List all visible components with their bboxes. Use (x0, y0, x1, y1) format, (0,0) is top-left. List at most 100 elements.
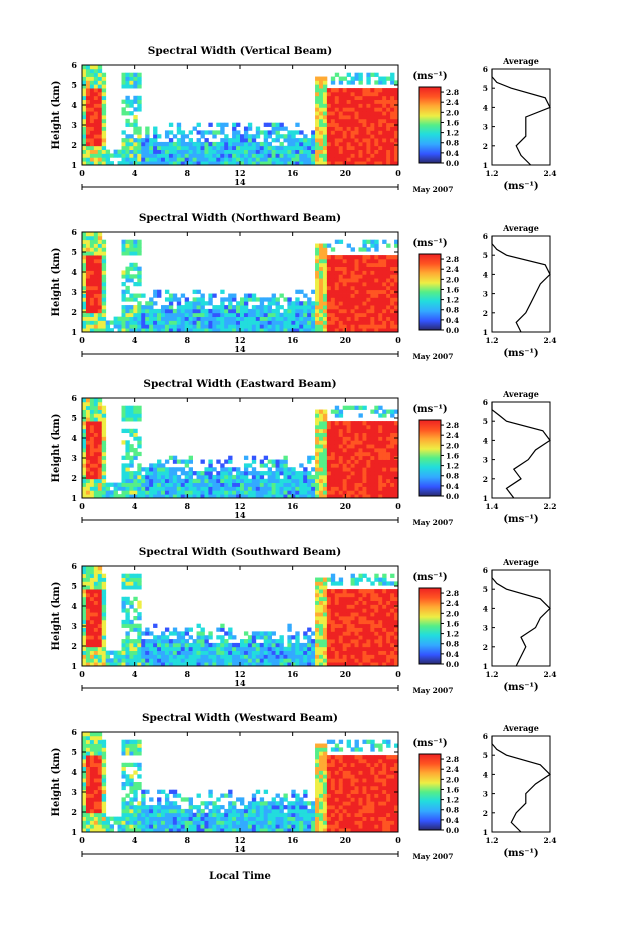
y-tick-label: 5 (71, 247, 77, 257)
avg-x-tick-label: 2.4 (543, 169, 556, 178)
heatmap-cell (362, 115, 367, 120)
heatmap-cell (157, 646, 162, 652)
heatmap-cell (192, 642, 197, 648)
heatmap-cell (89, 486, 95, 491)
heatmap-cell (89, 478, 95, 484)
heatmap-cell (85, 612, 91, 617)
heatmap-cell (93, 440, 99, 445)
heatmap-cell (378, 278, 383, 283)
heatmap-cell (137, 751, 142, 756)
colorbar-unit: (ms⁻¹) (412, 71, 447, 82)
heatmap-cell (394, 448, 399, 453)
heatmap-cell (85, 305, 91, 310)
heatmap-cell (319, 432, 324, 437)
heatmap-cell (133, 662, 138, 667)
heatmap-cell (153, 293, 158, 298)
heatmap-cell (145, 627, 150, 632)
heatmap-cell (97, 573, 103, 578)
heatmap-cell (149, 812, 154, 818)
heatmap-cell (259, 650, 265, 655)
heatmap-cell (228, 471, 233, 476)
avg-x-label: (ms⁻¹) (503, 514, 538, 525)
heatmap-cell (350, 157, 355, 162)
heatmap-cell (228, 305, 233, 310)
heatmap-cell (228, 293, 233, 298)
heatmap-cell (228, 658, 233, 663)
heatmap-cell (168, 130, 174, 135)
heatmap-cell (326, 161, 332, 166)
heatmap-cell (82, 642, 87, 648)
heatmap-cell (93, 297, 99, 302)
heatmap-cell (370, 285, 375, 291)
heatmap-cell (228, 486, 233, 491)
heatmap-cell (394, 243, 399, 248)
heatmap-cell (394, 482, 399, 487)
heatmap-cell (97, 631, 103, 636)
heatmap-cell (283, 459, 288, 464)
heatmap-cell (133, 581, 138, 586)
heatmap-cell (354, 122, 359, 127)
heatmap-cell (319, 467, 324, 472)
heatmap-cell (141, 328, 146, 333)
heatmap-cell (303, 494, 308, 499)
heatmap-cell (125, 270, 130, 275)
heatmap-cell (394, 616, 399, 621)
heatmap-cell (366, 255, 371, 260)
heatmap-cell (378, 448, 383, 453)
heatmap-cell (101, 490, 107, 495)
heatmap-cell (145, 130, 150, 135)
heatmap-cell (89, 755, 95, 760)
heatmap-cell (334, 157, 340, 162)
heatmap-cell (394, 293, 399, 298)
heatmap-cell (93, 444, 99, 449)
heatmap-cell (161, 789, 166, 794)
heatmap-cell (157, 474, 162, 480)
heatmap-cell (82, 270, 87, 275)
heatmap-cell (82, 80, 87, 85)
heatmap-cell (378, 631, 383, 636)
heatmap-cell (366, 138, 371, 143)
heatmap-cell (204, 494, 209, 499)
colorbar-tick-label: 0.4 (446, 316, 459, 325)
heatmap-cell (370, 126, 375, 131)
heatmap-cell (192, 646, 197, 652)
heatmap-cell (287, 161, 292, 166)
heatmap-cell (283, 471, 288, 476)
heatmap-cell (149, 478, 154, 484)
heatmap-cell (319, 596, 324, 602)
heatmap-cell (85, 494, 91, 499)
heatmap-cell (322, 289, 328, 294)
heatmap-cell (366, 262, 371, 268)
heatmap-cell (82, 739, 87, 744)
heatmap-cell (168, 478, 174, 484)
heatmap-cell (322, 623, 328, 628)
x-tick-label: 12 (234, 335, 245, 345)
heatmap-cell (267, 642, 272, 648)
heatmap-cell (153, 494, 158, 499)
heatmap-cell (326, 99, 332, 104)
heatmap-cell (350, 608, 355, 613)
heatmap-cell (382, 91, 387, 97)
heatmap-cell (212, 293, 217, 298)
heatmap-cell (85, 258, 91, 264)
heatmap-cell (137, 76, 142, 81)
heatmap-cell (89, 68, 95, 74)
heatmap-cell (251, 482, 257, 487)
heatmap-cell (390, 409, 395, 414)
heatmap-cell (319, 320, 324, 325)
heatmap-cell (101, 482, 107, 487)
heatmap-cell (161, 635, 166, 640)
heatmap-cell (338, 297, 344, 302)
heatmap-cell (101, 824, 107, 829)
heatmap-cell (263, 138, 269, 143)
heatmap-cell (97, 270, 103, 275)
heatmap-cell (303, 486, 308, 491)
heatmap-cell (291, 157, 296, 162)
heatmap-cell (382, 99, 387, 104)
heatmap-cell (307, 658, 312, 663)
heatmap-cell (303, 631, 308, 636)
heatmap-cell (382, 80, 387, 85)
heatmap-cell (342, 95, 348, 101)
heatmap-cell (370, 444, 375, 449)
heatmap-cell (93, 138, 99, 143)
